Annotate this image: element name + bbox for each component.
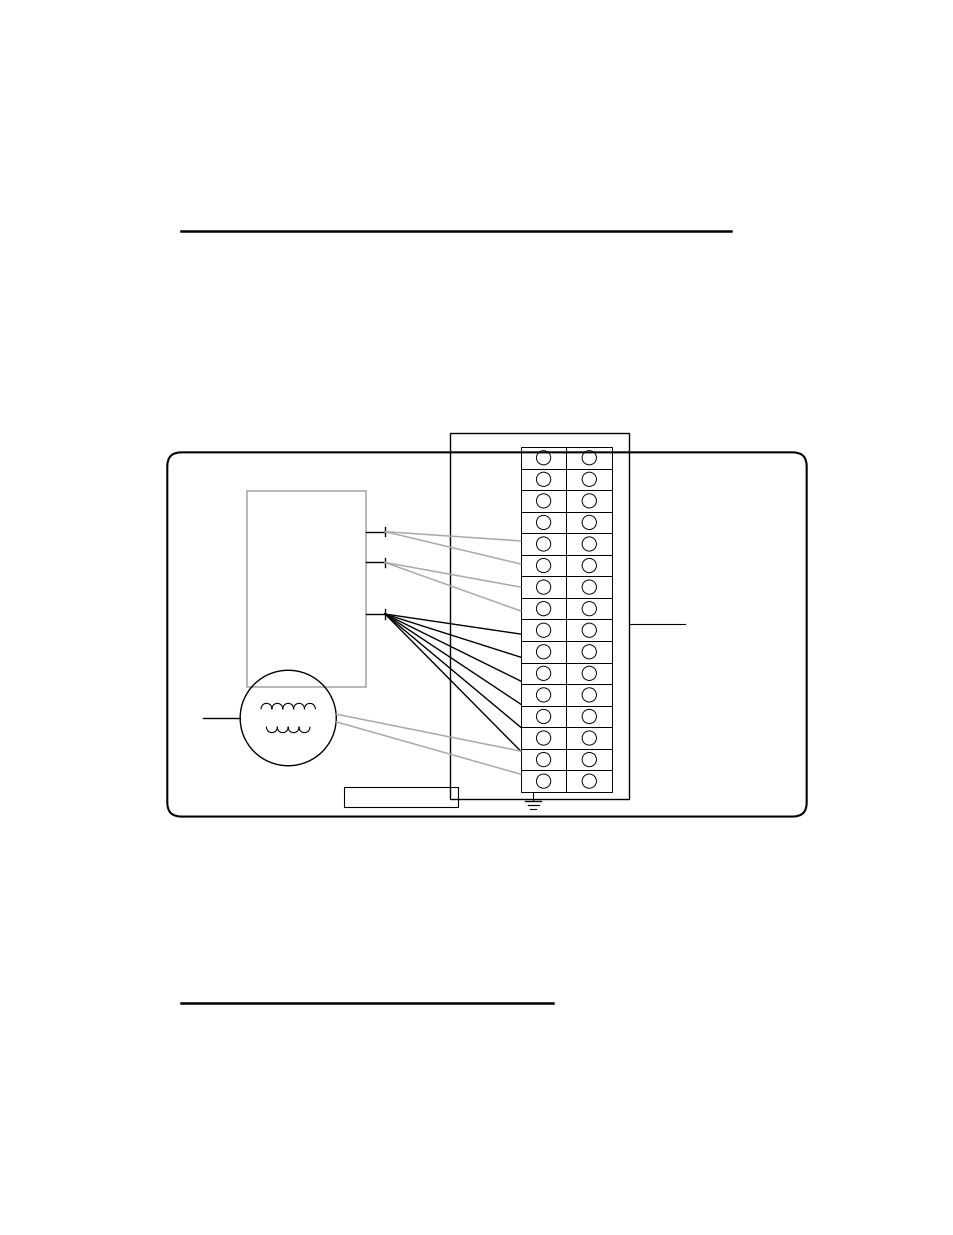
Bar	[566, 447, 612, 468]
Bar	[566, 748, 612, 771]
Bar	[566, 620, 612, 641]
Bar	[520, 705, 566, 727]
Bar	[520, 771, 566, 792]
Bar	[520, 511, 566, 534]
Bar	[520, 727, 566, 748]
Bar	[520, 534, 566, 555]
Bar	[520, 684, 566, 705]
Bar	[450, 433, 629, 799]
Bar	[566, 641, 612, 662]
Bar	[520, 598, 566, 620]
Bar	[566, 727, 612, 748]
Bar	[520, 641, 566, 662]
Bar	[566, 490, 612, 511]
Bar	[344, 787, 457, 806]
Bar	[566, 468, 612, 490]
Bar	[566, 555, 612, 577]
Bar	[520, 447, 566, 468]
Bar	[566, 771, 612, 792]
Bar	[520, 620, 566, 641]
Bar	[520, 577, 566, 598]
Bar	[566, 511, 612, 534]
Bar	[520, 468, 566, 490]
Bar	[566, 684, 612, 705]
Bar	[520, 748, 566, 771]
Bar	[520, 555, 566, 577]
Bar	[566, 662, 612, 684]
Bar	[566, 705, 612, 727]
Bar	[566, 534, 612, 555]
Bar	[566, 598, 612, 620]
Bar	[247, 490, 365, 687]
Bar	[566, 577, 612, 598]
Bar	[520, 662, 566, 684]
Bar	[520, 490, 566, 511]
